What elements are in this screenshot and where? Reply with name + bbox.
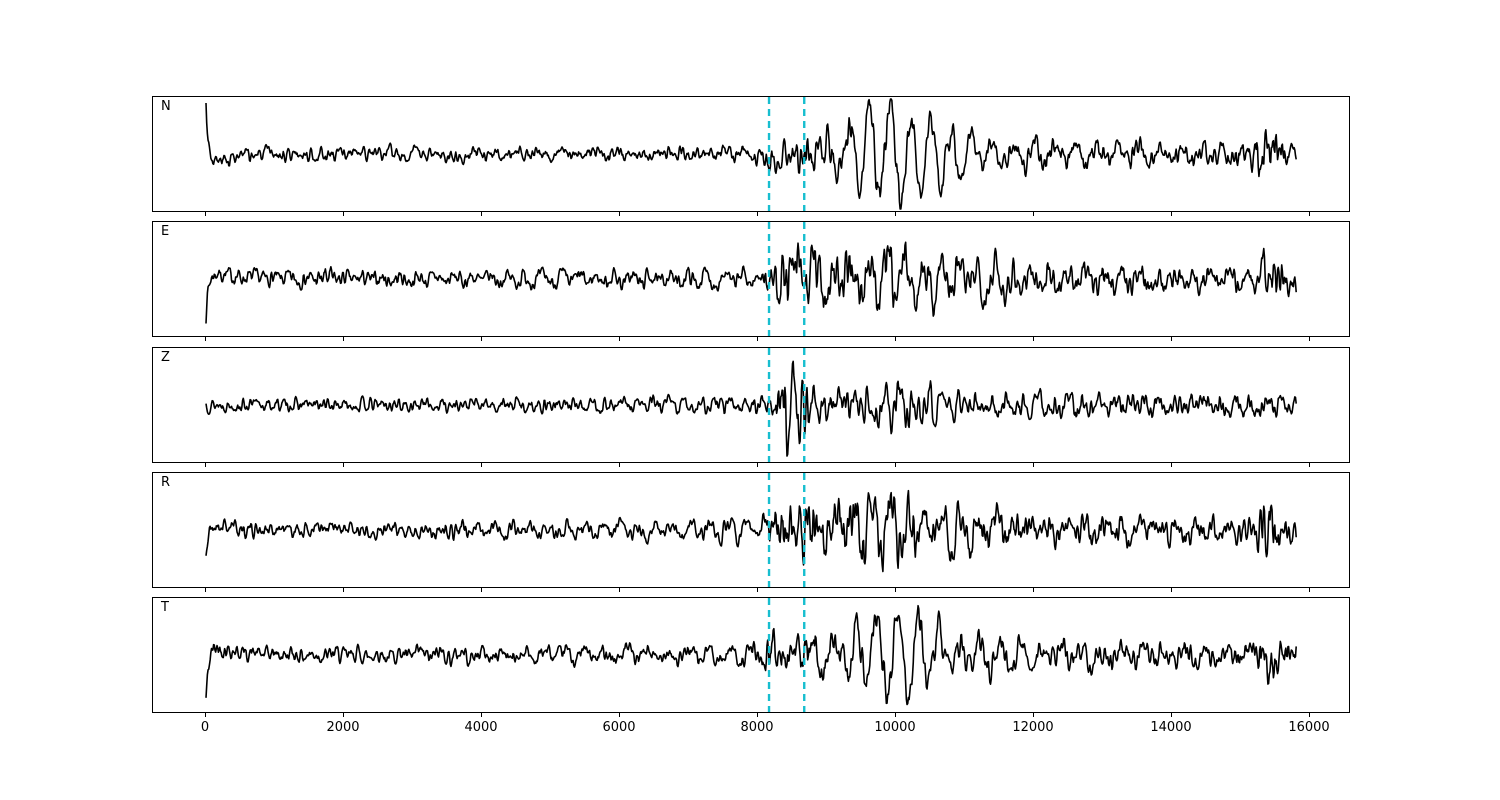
x-axis-tick [343, 337, 344, 341]
x-axis-tick [619, 212, 620, 216]
x-axis-tick [343, 463, 344, 467]
x-axis-tick [895, 337, 896, 341]
x-axis-tick [1309, 463, 1310, 467]
x-axis-tick [757, 212, 758, 216]
x-tick-label: 2000 [326, 720, 360, 735]
seismogram-panel-z: Z [152, 347, 1350, 463]
x-axis-tick [757, 337, 758, 341]
x-axis-tick [895, 212, 896, 216]
x-axis-tick [343, 713, 344, 717]
x-axis-tick [619, 463, 620, 467]
x-tick-label: 10000 [874, 720, 916, 735]
waveform-z [205, 348, 1297, 462]
x-axis-tick [343, 588, 344, 592]
seismogram-trace [205, 241, 1297, 324]
waveform-t [205, 598, 1297, 712]
x-axis-tick [1309, 588, 1310, 592]
x-axis-tick [895, 713, 896, 717]
x-axis-tick [895, 588, 896, 592]
channel-label-t: T [161, 600, 169, 615]
x-tick-label: 8000 [740, 720, 774, 735]
seismogram-trace [205, 604, 1297, 706]
x-axis-tick [481, 212, 482, 216]
x-axis-tick [481, 713, 482, 717]
x-axis-tick [481, 337, 482, 341]
x-axis-tick [481, 463, 482, 467]
channel-label-z: Z [161, 350, 170, 365]
x-tick-label: 6000 [602, 720, 636, 735]
x-axis-tick [757, 713, 758, 717]
seismogram-trace [205, 489, 1297, 573]
x-axis-tick [1033, 463, 1034, 467]
x-tick-label: 12000 [1012, 720, 1054, 735]
x-axis-tick [1033, 713, 1034, 717]
x-axis-tick [205, 713, 206, 717]
x-axis-tick [1171, 337, 1172, 341]
x-tick-label: 4000 [464, 720, 498, 735]
x-axis-tick [1309, 337, 1310, 341]
x-axis-tick [757, 463, 758, 467]
x-axis-tick [757, 588, 758, 592]
x-axis-tick [205, 463, 206, 467]
x-axis-tick [1309, 212, 1310, 216]
x-axis-tick [895, 463, 896, 467]
x-axis-tick [205, 337, 206, 341]
seismogram-panel-n: N [152, 96, 1350, 212]
x-axis-tick [619, 588, 620, 592]
x-axis-tick [1309, 713, 1310, 717]
x-axis-tick [205, 212, 206, 216]
x-axis-tick [619, 337, 620, 341]
waveform-n [205, 97, 1297, 211]
x-axis-tick [619, 713, 620, 717]
x-axis-tick [1171, 588, 1172, 592]
x-tick-label: 14000 [1150, 720, 1192, 735]
x-axis-tick [1171, 713, 1172, 717]
channel-label-n: N [161, 99, 171, 114]
seismogram-trace [205, 98, 1297, 210]
x-axis-tick [1171, 212, 1172, 216]
x-axis-tick [205, 588, 206, 592]
x-tick-label: 0 [200, 720, 210, 735]
x-axis-tick [1171, 463, 1172, 467]
x-axis-tick [1033, 337, 1034, 341]
x-axis-tick [481, 588, 482, 592]
x-axis-tick [1033, 588, 1034, 592]
channel-label-e: E [161, 224, 170, 239]
seismogram-trace [205, 360, 1297, 457]
seismogram-panel-t: T [152, 597, 1350, 713]
seismogram-panel-r: R [152, 472, 1350, 588]
waveform-e [205, 222, 1297, 336]
waveform-r [205, 473, 1297, 587]
x-axis-tick [343, 212, 344, 216]
channel-label-r: R [161, 475, 171, 490]
x-axis-tick [1033, 212, 1034, 216]
seismogram-panel-e: E [152, 221, 1350, 337]
x-tick-label: 16000 [1288, 720, 1330, 735]
